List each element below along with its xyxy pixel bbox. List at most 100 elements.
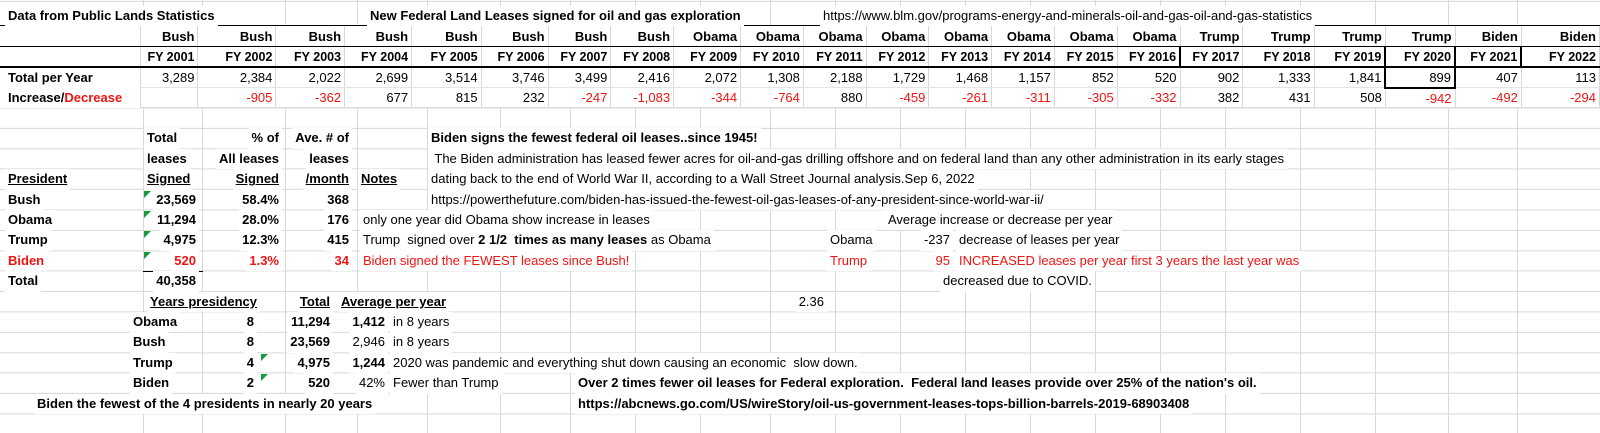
body-text-2[interactable]: dating back to the end of World War II, … [428,169,978,190]
president-name-cell[interactable]: Bush [5,189,44,210]
total-label-cell[interactable]: Total [5,271,42,292]
note-cell[interactable]: Biden signed the FEWEST leases since Bus… [360,250,633,272]
president-header-cell[interactable]: Bush [344,26,413,48]
fiscal-year-cell[interactable]: FY 2005 [411,46,482,69]
president-header-cell[interactable]: Obama [991,26,1055,48]
president-name-cell[interactable]: Trump [5,230,51,251]
years-cell[interactable]: 8 [243,332,257,353]
increase-decrease-cell[interactable]: 880 [803,87,867,109]
fiscal-year-cell[interactable]: FY 2002 [197,46,277,69]
covid-note-cell[interactable]: decreased due to COVID. [940,271,1095,292]
header-total-3[interactable]: Signed [144,169,194,190]
highlight-text-cell[interactable]: Over 2 times fewer oil leases for Federa… [575,373,1260,394]
fiscal-year-cell[interactable]: FY 2018 [1242,46,1315,69]
per-month-cell[interactable]: 415 [324,230,352,251]
increase-decrease-cell[interactable]: 232 [481,87,549,109]
president-header-cell[interactable]: Obama [1117,26,1181,48]
note-cell[interactable]: Trump signed over 2 1/2 times as many le… [360,230,714,251]
total-cell[interactable]: 23,569 [287,332,333,353]
increase-decrease-cell[interactable]: -764 [740,87,804,109]
row-label-cell[interactable] [0,46,141,69]
header-total-1[interactable]: Total [144,128,181,149]
increase-decrease-cell[interactable]: 508 [1314,87,1386,109]
president-header-cell[interactable]: Obama [928,26,993,48]
pct-of-all-cell[interactable]: 28.0% [239,210,282,231]
increase-decrease-cell[interactable]: -492 [1455,87,1522,109]
total-cell[interactable]: 520 [305,373,333,394]
years-cell[interactable]: 4 [243,352,257,374]
avg-change-title-cell[interactable]: Average increase or decrease per year [885,210,1116,231]
total-per-year-cell[interactable]: 852 [1054,67,1118,89]
fiscal-year-cell[interactable]: FY 2013 [928,46,993,69]
increase-decrease-cell[interactable]: -305 [1054,87,1118,109]
body-text-1[interactable]: The Biden administration has leased fewe… [428,148,1287,170]
avg-change-label-cell[interactable]: Trump [827,250,871,272]
total-per-year-cell[interactable]: 1,841 [1314,67,1386,89]
president-header-cell[interactable]: Obama [740,26,804,48]
total-per-year-cell[interactable]: 520 [1117,67,1181,89]
avg-cell[interactable]: 1,412 [349,312,388,333]
header-pct-3[interactable]: Signed [232,169,282,190]
total-per-year-cell[interactable]: 3,499 [548,67,612,89]
footnote-cell[interactable]: Biden the fewest of the 4 presidents in … [34,393,376,414]
president-header-cell[interactable]: Obama [1054,26,1118,48]
header-average-per-year[interactable]: Average per year [338,291,450,312]
president-name-cell[interactable]: Obama [130,312,181,333]
avg-cell[interactable]: 2,946 [349,332,388,353]
per-month-cell[interactable]: 34 [331,250,352,272]
president-header-cell[interactable]: Bush [140,26,199,48]
header-avg-1[interactable]: Ave. # of [292,128,352,149]
total-per-year-cell[interactable]: 3,289 [140,67,199,89]
president-name-cell[interactable]: Biden [5,250,48,272]
leases-signed-cell[interactable]: 11,294 [153,210,199,231]
increase-decrease-cell[interactable]: 431 [1242,87,1315,109]
total-per-year-cell[interactable]: 3,514 [411,67,482,89]
president-header-cell[interactable]: Obama [673,26,742,48]
fiscal-year-cell[interactable]: FY 2006 [481,46,549,69]
president-header-cell[interactable]: Biden [1521,26,1600,48]
increase-decrease-cell[interactable]: -294 [1521,87,1600,109]
fiscal-year-cell[interactable]: FY 2009 [673,46,742,69]
president-name-cell[interactable]: Bush [130,332,169,353]
increase-decrease-cell[interactable]: -332 [1117,87,1181,109]
per-month-cell[interactable]: 368 [324,189,352,210]
leases-signed-cell[interactable]: 4,975 [160,230,199,251]
per-month-cell[interactable]: 176 [324,210,352,231]
total-per-year-cell[interactable]: 899 [1384,67,1456,89]
avg-cell[interactable]: 42% [355,373,388,394]
president-header-cell[interactable]: Trump [1180,26,1244,48]
president-header-cell[interactable]: Bush [411,26,482,48]
total-per-year-cell[interactable]: 3,746 [481,67,549,89]
president-header-cell[interactable]: Obama [803,26,867,48]
president-header-cell[interactable]: Obama [866,26,930,48]
years-cell[interactable]: 8 [243,312,257,333]
fiscal-year-cell[interactable]: FY 2012 [866,46,930,69]
fiscal-year-cell[interactable]: FY 2008 [610,46,675,69]
header-total[interactable]: Total [296,291,333,312]
president-name-cell[interactable]: Obama [5,210,56,231]
note-cell[interactable]: only one year did Obama show increase in… [360,210,653,231]
avg-cell[interactable]: 1,244 [349,352,388,374]
fiscal-year-cell[interactable]: FY 2016 [1117,46,1181,69]
increase-decrease-cell[interactable]: -344 [673,87,742,109]
pct-of-all-cell[interactable]: 58.4% [239,189,282,210]
pct-of-all-cell[interactable]: 1.3% [246,250,282,272]
total-per-year-cell[interactable]: 2,699 [344,67,413,89]
president-header-cell[interactable]: Bush [481,26,549,48]
fiscal-year-cell[interactable]: FY 2019 [1314,46,1386,69]
fiscal-year-cell[interactable]: FY 2020 [1384,46,1456,69]
header-avg-2[interactable]: leases [306,148,352,170]
president-header-cell[interactable]: Bush [548,26,612,48]
avg-change-note-cell[interactable]: INCREASED leases per year first 3 years … [956,250,1303,272]
row-label-cell[interactable]: Increase/Decrease [0,87,141,108]
total-per-year-cell[interactable]: 902 [1180,67,1244,89]
president-header-cell[interactable]: Bush [197,26,277,48]
fiscal-year-cell[interactable]: FY 2017 [1179,46,1244,69]
increase-decrease-cell[interactable]: -261 [928,87,993,109]
total-per-year-cell[interactable]: 2,022 [275,67,346,89]
abcnews-url-cell[interactable]: https://abcnews.go.com/US/wireStory/oil-… [575,393,1193,414]
increase-decrease-cell[interactable]: 815 [411,87,482,109]
header-pct-1[interactable]: % of [248,128,282,149]
president-header-cell[interactable]: Trump [1242,26,1315,48]
source-url-cell[interactable]: https://www.blm.gov/programs-energy-and-… [820,6,1316,27]
